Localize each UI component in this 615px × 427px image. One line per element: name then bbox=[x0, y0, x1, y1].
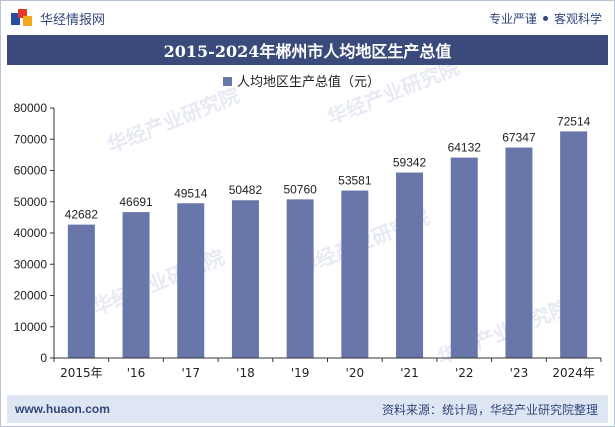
y-tick-label: 40000 bbox=[14, 226, 48, 240]
bar-value-label: 67347 bbox=[502, 131, 536, 145]
bar bbox=[560, 131, 588, 358]
bar bbox=[286, 199, 314, 358]
bar bbox=[450, 157, 478, 358]
chart-title: 2015-2024年郴州市人均地区生产总值 bbox=[163, 42, 452, 61]
top-bar: 华经情报网 专业严谨 客观科学 bbox=[1, 1, 614, 35]
bar-value-label: 49514 bbox=[174, 186, 208, 200]
bar bbox=[505, 147, 533, 358]
bar-value-label: 50482 bbox=[229, 183, 263, 197]
x-tick-label: '23 bbox=[510, 366, 529, 380]
chart-title-bar: 2015-2024年郴州市人均地区生产总值 bbox=[7, 35, 608, 65]
bar bbox=[341, 190, 369, 358]
bar-value-label: 64132 bbox=[448, 141, 482, 155]
bar bbox=[67, 224, 95, 358]
y-tick-label: 70000 bbox=[14, 132, 48, 146]
y-tick-label: 80000 bbox=[14, 101, 48, 115]
slogan-right: 客观科学 bbox=[553, 11, 602, 26]
x-tick-label: '22 bbox=[455, 366, 474, 380]
y-tick-label: 60000 bbox=[14, 164, 48, 178]
slogan-left: 专业严谨 bbox=[488, 11, 537, 26]
bar bbox=[122, 212, 150, 358]
watermark-text: 华经产业研究院 bbox=[89, 245, 228, 320]
y-axis: 0 10000 20000 30000 40000 50000 60000 70000 8000… bbox=[14, 101, 55, 365]
separator-dot-icon bbox=[542, 15, 548, 21]
footer-url: www.huaon.com bbox=[15, 402, 110, 416]
watermark-layer: 华经产业研究院华经产业研究院华经产业研究院华经产业研究院华经产业研究院 bbox=[89, 65, 573, 370]
footer-source: 资料来源：统计局，华经产业研究院整理 bbox=[381, 402, 598, 417]
bar-value-label: 50760 bbox=[283, 182, 317, 196]
x-tick-label: '20 bbox=[346, 366, 365, 380]
x-tick-label: '19 bbox=[291, 366, 310, 380]
logo-icon bbox=[11, 9, 32, 26]
bar-value-label: 59342 bbox=[393, 156, 427, 170]
x-tick-label: '21 bbox=[400, 366, 419, 380]
x-tick-label: '16 bbox=[127, 366, 146, 380]
legend-swatch bbox=[223, 77, 232, 86]
footer: www.huaon.com 资料来源：统计局，华经产业研究院整理 bbox=[7, 395, 608, 423]
bar bbox=[177, 203, 205, 358]
x-tick-label: '17 bbox=[181, 366, 200, 380]
x-axis: 2015年 '16 '17 '18 '19 '20 '21 '22 '23 2024年 bbox=[53, 357, 602, 380]
y-tick-label: 20000 bbox=[14, 289, 48, 303]
bars: 42682 46691 49514 50482 50760 53581 59342 64132… bbox=[65, 114, 591, 358]
x-tick-label: '18 bbox=[236, 366, 255, 380]
slogan: 专业严谨 客观科学 bbox=[489, 10, 602, 27]
watermark-text: 华经产业研究院 bbox=[104, 83, 243, 158]
bar-chart: 华经产业研究院华经产业研究院华经产业研究院华经产业研究院华经产业研究院 人均地区… bbox=[14, 65, 602, 380]
bar-value-label: 72514 bbox=[557, 114, 591, 128]
y-tick-label: 50000 bbox=[14, 195, 48, 209]
legend: 人均地区生产总值（元） bbox=[223, 74, 380, 90]
x-tick-label: 2015年 bbox=[60, 366, 103, 380]
bar-value-label: 42682 bbox=[65, 208, 99, 222]
legend-label: 人均地区生产总值（元） bbox=[237, 74, 380, 90]
y-tick-label: 0 bbox=[40, 351, 47, 365]
bar bbox=[396, 172, 424, 358]
bar-value-label: 46691 bbox=[119, 195, 153, 209]
brand-name: 华经情报网 bbox=[40, 12, 106, 28]
x-tick-label: 2024年 bbox=[552, 366, 595, 380]
bar-value-label: 53581 bbox=[338, 174, 372, 188]
y-tick-label: 10000 bbox=[14, 320, 48, 334]
brand: 华经情报网 bbox=[11, 9, 105, 28]
bar bbox=[231, 200, 259, 358]
y-tick-label: 30000 bbox=[14, 257, 48, 271]
